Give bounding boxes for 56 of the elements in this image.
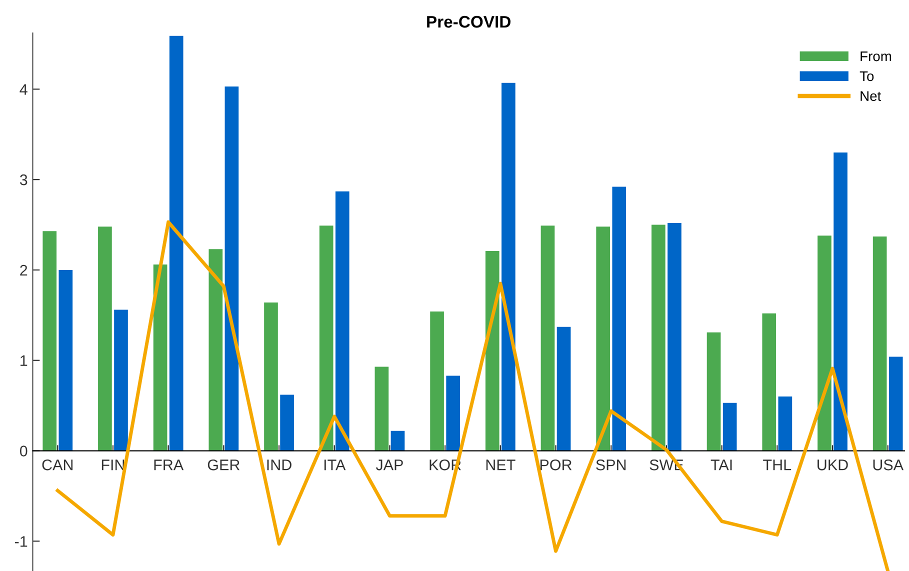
y-tick-label: 4 [20,84,28,95]
x-tick-label: CAN [42,460,73,470]
x-tick-label: THL [763,460,792,470]
bar [208,249,223,451]
legend-label: To [860,71,874,82]
x-tick-label: JAP [376,460,403,470]
y-tick-label: 1 [20,355,28,366]
bar [446,376,460,451]
bar [540,226,555,451]
x-tick-label: NET [486,460,516,470]
x-tick-label: IND [267,460,292,470]
bar [280,394,294,451]
x-tick-label: SPN [596,460,626,470]
chart-title: Pre-COVID [427,16,510,28]
bar [430,312,444,451]
bar [319,226,334,451]
y-tick-label: 0 [20,446,28,456]
bar [42,231,57,451]
bar [818,236,832,451]
bar [502,82,516,451]
bar [612,186,626,451]
legend-label: Net [860,91,882,101]
bar [264,302,278,451]
bar [114,310,128,451]
x-tick-label: FRA [154,460,184,470]
x-tick-label: GER [208,460,240,470]
x-tick-label: ITA [324,460,346,470]
y-tick-label: 3 [20,174,28,186]
x-tick-label: FIN [102,460,124,470]
bar [556,326,571,451]
bar [762,313,776,451]
bar [224,86,239,451]
bar [872,236,887,451]
bar [888,356,903,451]
bar [169,36,184,451]
x-tick-label: TAI [710,460,732,470]
bar [390,430,405,451]
bar [706,332,721,451]
bar [58,270,73,451]
legend-label: From [860,52,892,62]
bar [722,402,737,451]
bar [834,152,848,451]
y-tick-label: -1 [14,536,28,547]
bar [153,264,168,451]
bar [485,250,500,451]
x-tick-label: POR [540,460,572,470]
bar [778,396,792,451]
bar [374,366,389,451]
x-tick-label: USA [873,460,904,470]
bar [335,191,350,451]
bar [668,222,682,451]
bar [596,226,610,451]
bar [98,226,112,451]
x-tick-label: UKD [818,460,848,470]
bar [652,224,666,451]
y-tick-label: 2 [20,264,28,276]
